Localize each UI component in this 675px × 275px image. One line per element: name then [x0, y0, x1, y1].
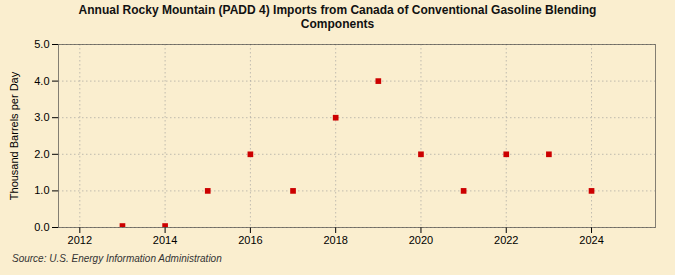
svg-text:2014: 2014 [153, 234, 177, 246]
svg-text:2022: 2022 [494, 234, 518, 246]
svg-text:4.0: 4.0 [34, 74, 49, 86]
svg-text:Thousand Barrels per Day: Thousand Barrels per Day [8, 71, 20, 200]
svg-text:1.0: 1.0 [34, 184, 49, 196]
svg-text:2012: 2012 [68, 234, 92, 246]
svg-text:2024: 2024 [579, 234, 603, 246]
svg-text:5.0: 5.0 [34, 38, 49, 50]
html-text:Annual Rocky Mountain (PADD 4): Annual Rocky Mountain (PADD 4) Imports f… [78, 3, 597, 32]
svg-text:2020: 2020 [409, 234, 433, 246]
svg-text:0.0: 0.0 [34, 221, 49, 233]
svg-text:2016: 2016 [238, 234, 262, 246]
html-text:Source: U.S. Energy Informatio: Source: U.S. Energy Information Administ… [12, 252, 222, 264]
svg-text:2.0: 2.0 [34, 148, 49, 160]
svg-text:3.0: 3.0 [34, 111, 49, 123]
svg-text:2018: 2018 [323, 234, 347, 246]
